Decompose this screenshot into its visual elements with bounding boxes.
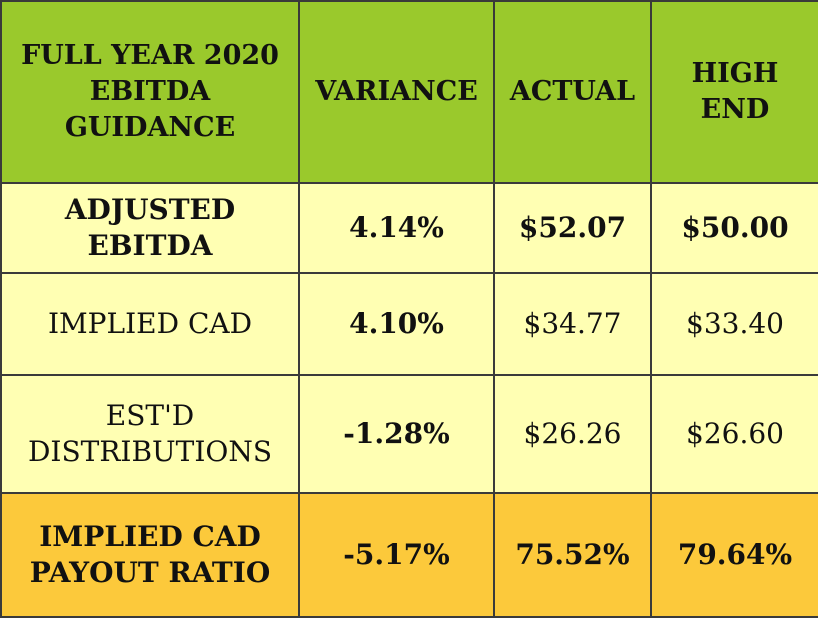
header-guidance-line1: FULL YEAR 2020 <box>21 40 279 71</box>
header-variance: VARIANCE <box>298 0 495 184</box>
row-label-line2: PAYOUT RATIO <box>29 556 271 589</box>
row-label: ADJUSTED EBITDA <box>0 182 300 274</box>
actual-cell: 75.52% <box>493 492 652 618</box>
header-guidance-line2: EBITDA GUIDANCE <box>64 76 236 143</box>
high-end-cell: 79.64% <box>650 492 818 618</box>
variance-cell: -1.28% <box>298 374 495 494</box>
table-row-payout-ratio: IMPLIED CAD PAYOUT RATIO -5.17% 75.52% 7… <box>0 492 818 618</box>
actual-cell: $52.07 <box>493 182 652 274</box>
row-label-line1: IMPLIED CAD <box>39 520 261 553</box>
high-end-cell: $50.00 <box>650 182 818 274</box>
high-end-cell: $26.60 <box>650 374 818 494</box>
table-row-implied-cad: IMPLIED CAD 4.10% $34.77 $33.40 <box>0 272 818 376</box>
actual-cell: $34.77 <box>493 272 652 376</box>
row-label: IMPLIED CAD <box>0 272 300 376</box>
row-label-line2: DISTRIBUTIONS <box>27 435 273 468</box>
table-header-row: FULL YEAR 2020 EBITDA GUIDANCE VARIANCE … <box>0 0 818 184</box>
header-actual: ACTUAL <box>493 0 652 184</box>
actual-cell: $26.26 <box>493 374 652 494</box>
header-high-end: HIGH END <box>650 0 818 184</box>
table-row-adjusted-ebitda: ADJUSTED EBITDA 4.14% $52.07 $50.00 <box>0 182 818 274</box>
variance-cell: -5.17% <box>298 492 495 618</box>
row-label: IMPLIED CAD PAYOUT RATIO <box>0 492 300 618</box>
high-end-cell: $33.40 <box>650 272 818 376</box>
variance-cell: 4.10% <box>298 272 495 376</box>
row-label-line1: IMPLIED CAD <box>47 307 253 340</box>
row-label: EST'D DISTRIBUTIONS <box>0 374 300 494</box>
row-label-line1: ADJUSTED EBITDA <box>64 193 236 262</box>
row-label-line1: EST'D <box>105 399 195 432</box>
header-guidance: FULL YEAR 2020 EBITDA GUIDANCE <box>0 0 300 184</box>
table-row-distributions: EST'D DISTRIBUTIONS -1.28% $26.26 $26.60 <box>0 374 818 494</box>
variance-cell: 4.14% <box>298 182 495 274</box>
